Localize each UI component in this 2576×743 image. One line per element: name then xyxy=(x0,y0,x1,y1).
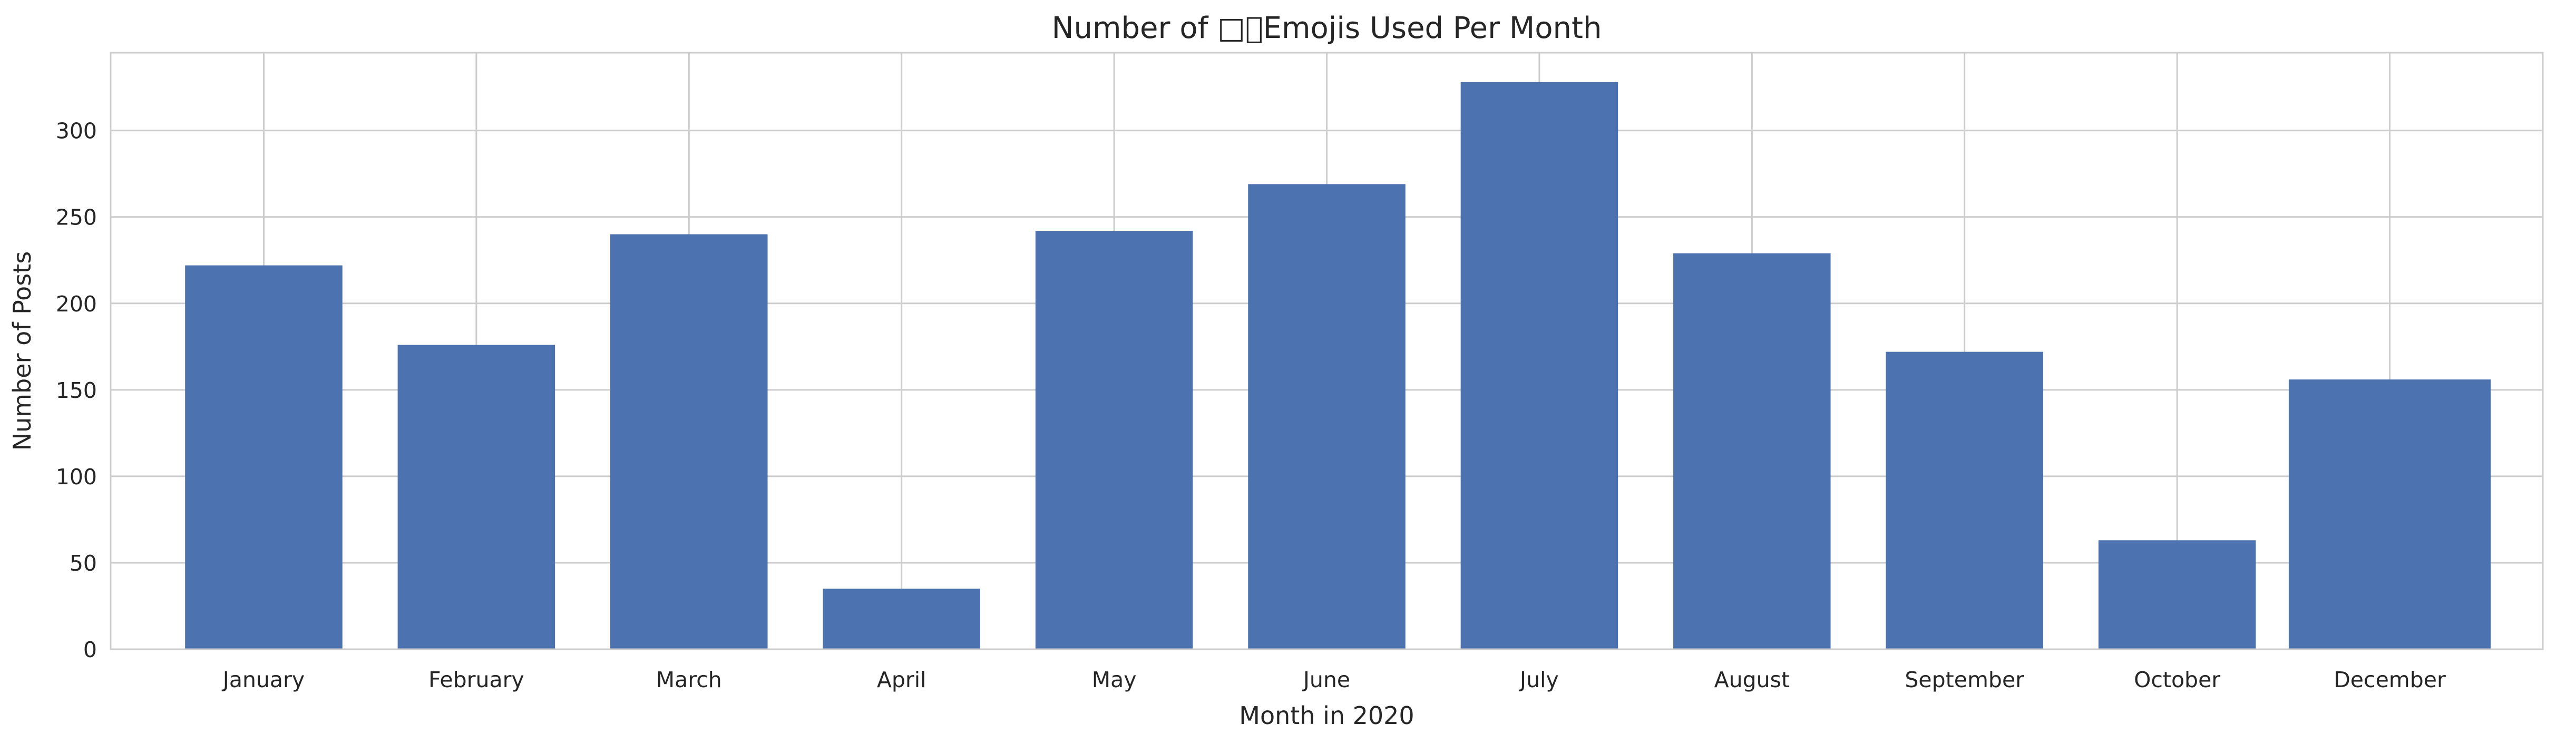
bar-may xyxy=(1035,230,1193,649)
chart-title: Number of □⃦Emojis Used Per Month xyxy=(1052,11,1602,45)
y-tick-label: 50 xyxy=(70,551,97,576)
y-tick-label: 150 xyxy=(56,378,97,403)
x-tick-label: February xyxy=(428,667,524,692)
bar-september xyxy=(1886,351,2043,649)
bar-july xyxy=(1460,82,1618,650)
x-tick-label: September xyxy=(1905,667,2024,692)
x-tick-label: July xyxy=(1518,667,1559,692)
x-tick-label: May xyxy=(1092,667,1137,692)
y-tick-labels: 0 50 100 150 200 250 300 xyxy=(56,119,97,662)
bar-october xyxy=(2098,540,2256,649)
x-tick-label: August xyxy=(1714,667,1790,692)
x-tick-label: March xyxy=(656,667,722,692)
y-tick-label: 100 xyxy=(56,464,97,490)
x-tick-label: June xyxy=(1302,667,1350,692)
x-tick-labels: January February March April May June July Augu… xyxy=(221,667,2446,692)
y-tick-label: 200 xyxy=(56,291,97,317)
bar-february xyxy=(397,345,555,649)
y-axis-label: Number of Posts xyxy=(8,251,36,451)
x-axis-label: Month in 2020 xyxy=(1239,701,1414,730)
bar-april xyxy=(823,589,980,649)
bar-january xyxy=(185,265,343,649)
x-tick-label: October xyxy=(2134,667,2220,692)
bar-august xyxy=(1673,253,1831,649)
y-tick-label: 0 xyxy=(83,637,97,662)
bar-december xyxy=(2288,379,2491,649)
x-tick-label: January xyxy=(221,667,305,692)
bar-june xyxy=(1248,184,1406,649)
bar-march xyxy=(610,234,768,649)
bar-layer xyxy=(185,82,2491,650)
plot-frame xyxy=(110,52,2544,650)
y-tick-label: 300 xyxy=(56,119,97,144)
y-tick-label: 250 xyxy=(56,205,97,230)
x-tick-label: December xyxy=(2334,667,2446,692)
x-tick-label: April xyxy=(877,667,926,692)
